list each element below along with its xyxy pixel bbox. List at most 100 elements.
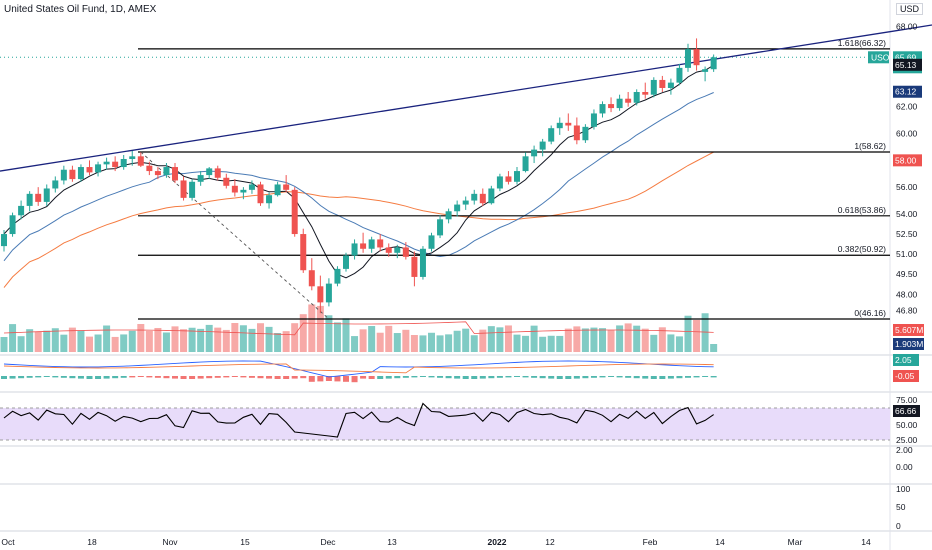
candle-body	[496, 176, 503, 189]
candle-body	[360, 243, 367, 249]
volume-bar	[299, 314, 307, 352]
volume-bar	[675, 336, 683, 352]
candle-body	[146, 165, 153, 172]
macd-histogram-bar	[633, 376, 640, 379]
volume-bar	[470, 335, 478, 352]
candle-body	[189, 181, 196, 198]
candle-body	[608, 104, 615, 109]
volume-bar	[94, 334, 102, 352]
sma-slow-line	[3, 151, 714, 288]
macd-histogram-bar	[702, 376, 709, 377]
candle-body	[710, 57, 717, 70]
candle-body	[120, 159, 127, 168]
rsi-tag-value: 66.66	[895, 406, 917, 416]
macd-histogram-bar	[120, 376, 127, 378]
currency-label[interactable]: USD	[896, 3, 924, 15]
macd-tag-box	[893, 354, 919, 366]
volume-bar	[445, 334, 453, 352]
price-tag-badge	[868, 51, 889, 64]
volume-bar	[222, 329, 230, 352]
candle-body	[667, 82, 674, 88]
macd-histogram-bar	[667, 376, 674, 379]
candle-body	[702, 69, 709, 72]
volume-bar	[77, 330, 85, 352]
macd-histogram-bar	[9, 376, 16, 379]
volume-bar	[265, 326, 273, 352]
macd-histogram-bar	[445, 376, 452, 379]
candle-body	[180, 180, 187, 198]
candle-body	[257, 184, 264, 204]
volume-bar	[710, 344, 718, 352]
volume-bar	[607, 330, 615, 352]
volume-bar	[522, 335, 530, 352]
volume-series	[0, 304, 718, 352]
candle-body	[411, 256, 418, 277]
price-axis-tick: 60.00	[896, 129, 918, 139]
candle-body	[43, 188, 50, 202]
volume-bar	[188, 327, 196, 352]
macd-histogram-bar	[274, 376, 281, 379]
macd-histogram-bar	[676, 376, 683, 379]
x-axis-tick: 18	[87, 537, 97, 547]
volume-bar	[111, 336, 119, 352]
volume-bar	[17, 336, 25, 352]
macd-histogram-bar	[283, 376, 290, 379]
volume-bar	[599, 328, 606, 352]
volume-bar	[402, 329, 410, 352]
candle-body	[103, 161, 110, 165]
candle-body	[291, 189, 298, 235]
price-axis-tick: 49.50	[896, 269, 918, 279]
candle-body	[197, 175, 204, 182]
macd-histogram-bar	[625, 376, 632, 378]
volume-bar	[487, 326, 495, 352]
fib-level-label: 0.382(50.92)	[838, 244, 886, 254]
macd-histogram-bar	[454, 376, 461, 379]
volume-bar	[0, 337, 8, 352]
candle-body	[548, 128, 555, 142]
macd-histogram-bar	[52, 376, 59, 378]
x-axis-tick: 2022	[488, 537, 507, 547]
macd-histogram-bar	[496, 376, 503, 378]
fib-level-label: 0.618(53.86)	[838, 205, 886, 215]
macd-histogram-bar	[394, 376, 401, 379]
candle-body	[685, 49, 691, 68]
macd-histogram-bar	[590, 376, 597, 378]
volume-bar	[650, 334, 658, 352]
symbol-title[interactable]: United States Oil Fund, 1D, AMEX	[4, 4, 156, 15]
macd-histogram-bar	[189, 376, 196, 379]
candle-body	[308, 270, 315, 287]
price-tag-box	[893, 85, 922, 98]
price-axis-tick: 48.00	[896, 289, 918, 299]
volume-bar	[34, 331, 42, 352]
macd-histogram-bar	[223, 376, 230, 378]
candle-body	[129, 156, 136, 160]
pane5-axis-tick: 100	[896, 484, 910, 494]
candle-body	[650, 79, 657, 95]
macd-histogram-bar	[351, 376, 358, 383]
volume-bar	[26, 329, 34, 352]
price-axis-tick: 51.00	[896, 249, 918, 259]
macd-histogram-bar	[154, 376, 161, 378]
pane4-axis-tick: 2.00	[896, 445, 913, 455]
macd-histogram-bar	[300, 376, 307, 379]
candle-body	[231, 185, 238, 193]
volume-bar	[359, 329, 367, 352]
candle-body	[445, 211, 452, 220]
candle-body	[625, 98, 632, 103]
volume-bar	[590, 327, 598, 352]
macd-histogram-bar	[231, 376, 238, 377]
macd-histogram-bar	[642, 376, 649, 379]
candle-body	[462, 200, 469, 205]
macd-histogram-bar	[343, 376, 349, 382]
volume-bar	[51, 328, 59, 352]
candle-body	[505, 176, 512, 182]
macd-histogram-bar	[479, 376, 486, 379]
volume-bar	[351, 336, 359, 352]
symbol-title-text: United States Oil Fund, 1D, AMEX	[4, 4, 157, 15]
candle-body	[300, 234, 307, 271]
macd-histogram-bar	[377, 376, 384, 379]
volume-bar	[385, 325, 393, 352]
price-tag-value: 65.69	[895, 52, 917, 62]
candle-body	[214, 168, 221, 178]
